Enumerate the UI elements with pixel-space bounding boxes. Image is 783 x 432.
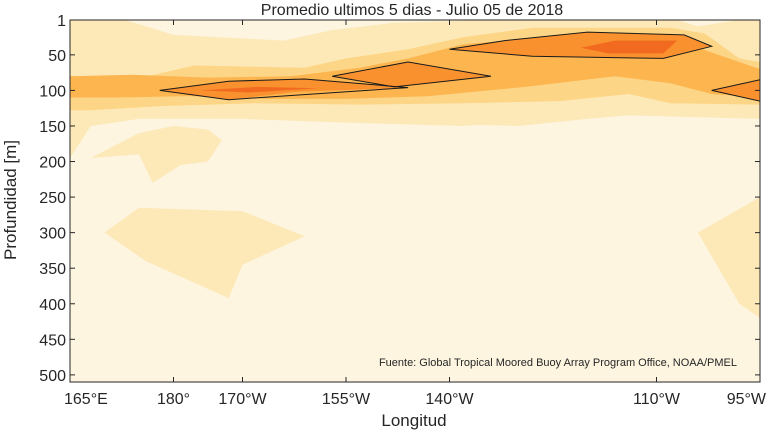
x-axis: 165°E 180° 170°W 155°W 140°W 110°W 95°W xyxy=(64,20,767,408)
y-axis-label: Profundidad [m] xyxy=(1,140,20,260)
x-axis-label: Longitud xyxy=(381,411,446,430)
contour-fill-layer xyxy=(70,20,760,318)
x-tick-label: 180° xyxy=(157,391,190,408)
x-tick-label: 170°W xyxy=(218,391,267,408)
contour-region-level-4 xyxy=(332,62,491,87)
y-tick-label: 300 xyxy=(39,226,66,243)
plot-frame xyxy=(69,19,761,383)
contour-region-level-1 xyxy=(104,207,305,299)
source-note: Fuente: Global Tropical Moored Buoy Arra… xyxy=(379,357,737,369)
contour-region-level-1 xyxy=(90,126,222,183)
x-tick-label: 165°E xyxy=(64,391,108,408)
contour-region-level-1 xyxy=(70,110,760,126)
y-tick-label: 100 xyxy=(39,83,66,100)
y-tick-label: 500 xyxy=(39,368,66,385)
y-tick-label: 400 xyxy=(39,297,66,314)
contour-line xyxy=(711,79,760,102)
contour-region-level-1 xyxy=(697,197,760,318)
contour-line xyxy=(332,61,491,88)
contour-region-level-4 xyxy=(711,79,760,102)
chart-title: Promedio ultimos 5 dias - Julio 05 de 20… xyxy=(261,2,563,19)
y-tick-label: 200 xyxy=(39,155,66,172)
y-tick-label: 150 xyxy=(39,119,66,136)
y-tick-label: 450 xyxy=(39,332,66,349)
contour-region-level-5 xyxy=(201,86,319,93)
contour-line xyxy=(449,31,714,59)
y-tick-label: 50 xyxy=(48,48,66,65)
contour-line-layer xyxy=(159,31,760,102)
x-tick-label: 95°W xyxy=(727,391,767,408)
x-tick-label: 155°W xyxy=(322,391,371,408)
y-tick-label: 250 xyxy=(39,190,66,207)
contour-region-level-5 xyxy=(580,40,678,54)
y-tick-label: 1 xyxy=(57,13,66,30)
x-tick-label: 140°W xyxy=(425,391,474,408)
x-tick-label: 110°W xyxy=(633,391,681,408)
y-tick-label: 350 xyxy=(39,261,66,278)
contour-line xyxy=(159,78,409,101)
